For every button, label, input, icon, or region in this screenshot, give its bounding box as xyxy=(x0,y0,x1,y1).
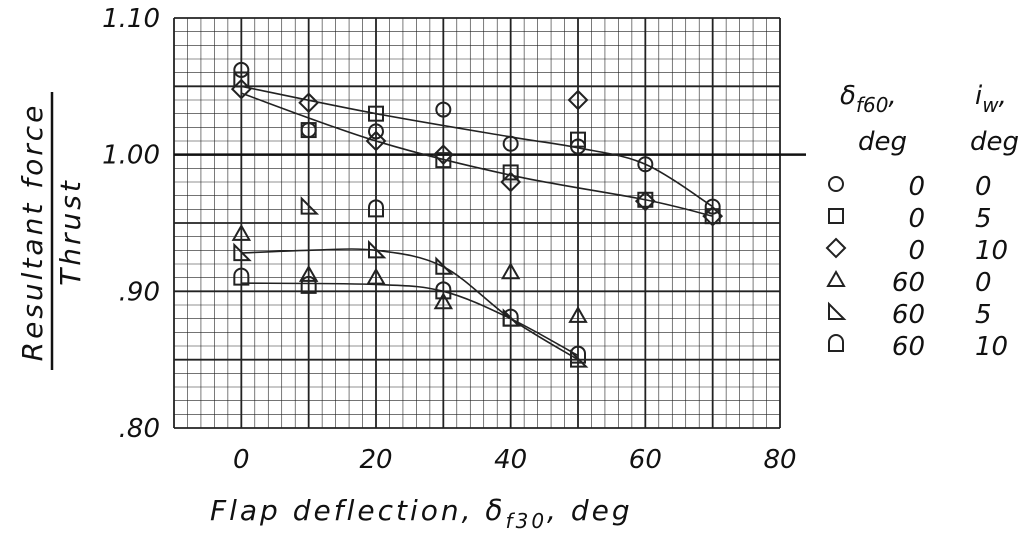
data-markers xyxy=(230,61,724,368)
x-tick-label: 0 xyxy=(233,445,250,475)
data-point-square xyxy=(435,152,452,169)
data-point-diamond xyxy=(298,92,320,114)
data-point-triangle xyxy=(366,267,386,285)
data-point-d-shape xyxy=(368,199,384,218)
data-point-d-shape xyxy=(233,267,250,286)
y-tick-label: .90 xyxy=(119,277,160,307)
data-point-square xyxy=(502,164,519,181)
y-axis-title: Resultant force Thrust xyxy=(16,92,87,370)
legend-col1-value: 60 xyxy=(892,300,925,330)
data-point-d-shape xyxy=(435,281,452,300)
data-point-triangle xyxy=(433,292,454,310)
legend-col2-value: 10 xyxy=(975,332,1008,362)
legend-header-col2: iw, xyxy=(975,81,1007,117)
x-tick-label: 20 xyxy=(359,445,392,475)
x-axis-title-subscript: f30 xyxy=(506,509,548,533)
y-tick-label: 1.10 xyxy=(102,4,160,34)
data-point-right-triangle xyxy=(233,242,252,262)
data-point-triangle xyxy=(298,264,319,282)
data-point-diamond xyxy=(230,78,252,100)
data-point-triangle xyxy=(231,223,252,241)
data-point-triangle xyxy=(568,305,588,323)
legend-header-col1: δf60, xyxy=(840,81,897,117)
legend-symbol-right-triangle xyxy=(828,301,847,320)
legend-header-col1-main: δ xyxy=(840,81,856,111)
y-axis-title-numerator: Resultant force xyxy=(16,103,49,362)
data-point-d-shape xyxy=(570,345,586,364)
x-tick-label: 40 xyxy=(494,445,527,475)
legend-col1-value: 0 xyxy=(908,204,925,234)
data-point-square xyxy=(300,122,317,139)
data-point-circle xyxy=(704,198,721,215)
y-tick-label: 1.00 xyxy=(102,141,160,171)
legend-col1-value: 60 xyxy=(892,268,925,298)
data-point-diamond xyxy=(634,190,656,212)
data-point-d-shape xyxy=(502,308,519,327)
legend-symbol-diamond xyxy=(825,237,847,259)
legend-header-col1-unit: deg xyxy=(858,127,907,157)
legend-col1-value: 0 xyxy=(908,172,925,202)
grid xyxy=(173,17,781,429)
fit-curve xyxy=(241,85,714,208)
x-tick-label: 80 xyxy=(763,445,796,475)
fit-curve xyxy=(241,248,579,361)
legend-col2-value: 10 xyxy=(975,236,1008,266)
data-point-d-shape xyxy=(300,275,317,294)
data-point-triangle xyxy=(500,262,521,280)
legend-header-col2-sub: w xyxy=(982,93,999,117)
fit-curve xyxy=(241,92,713,217)
x-axis-title-suffix: , deg xyxy=(547,494,633,527)
data-point-diamond xyxy=(702,205,724,227)
data-point-circle xyxy=(502,135,519,152)
data-point-diamond xyxy=(365,130,387,152)
data-point-square xyxy=(704,208,721,225)
legend-header-col2-unit: deg xyxy=(970,127,1019,157)
data-point-circle xyxy=(368,123,384,140)
data-point-right-triangle xyxy=(368,239,387,259)
legend-symbol-square xyxy=(828,208,844,224)
x-tick-label: 60 xyxy=(629,445,662,475)
y-tick-label: .80 xyxy=(119,414,160,444)
tick-labels: 0 20 40 60 80 .80 .90 1.00 1.10 xyxy=(102,4,796,475)
legend-symbol-triangle xyxy=(826,269,846,287)
legend-col1-value: 60 xyxy=(892,332,925,362)
legend-symbol-d-shape xyxy=(828,334,844,352)
x-axis-title: Flap deflection, δf30, deg xyxy=(210,494,633,533)
legend-col2-value: 0 xyxy=(975,172,992,202)
data-point-diamond xyxy=(567,89,589,111)
data-point-diamond xyxy=(432,144,454,166)
data-point-square xyxy=(368,105,384,122)
data-point-diamond xyxy=(500,171,522,193)
fit-curve xyxy=(241,282,579,357)
data-point-circle xyxy=(637,156,654,173)
data-point-circle xyxy=(233,61,250,78)
legend-col1-value: 0 xyxy=(908,236,925,266)
data-point-square xyxy=(570,131,586,148)
y-axis-title-denominator: Thrust xyxy=(54,178,87,286)
data-point-right-triangle xyxy=(300,196,320,215)
x-axis-title-main: Flap deflection, δ xyxy=(210,494,506,527)
data-point-right-triangle xyxy=(435,256,454,275)
data-point-circle xyxy=(435,101,452,118)
legend-header-col2-main: i xyxy=(975,81,983,111)
legend-symbol-circle xyxy=(828,176,844,192)
data-point-square xyxy=(233,71,250,88)
legend-col2-value: 0 xyxy=(975,268,992,298)
legend-col2-value: 5 xyxy=(975,300,992,330)
legend-header-col1-sub: f60 xyxy=(856,93,889,117)
legend-col2-value: 5 xyxy=(975,204,992,234)
